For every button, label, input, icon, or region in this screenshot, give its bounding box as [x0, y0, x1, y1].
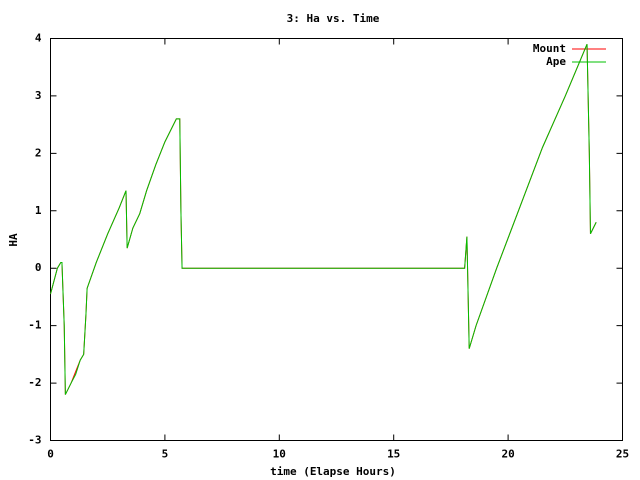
y-tick-label: -2	[28, 376, 41, 389]
y-tick-label: -1	[28, 319, 42, 332]
legend-label: Ape	[546, 55, 566, 68]
legend-label: Mount	[533, 42, 566, 55]
y-tick-label: 2	[35, 146, 42, 159]
x-tick-label: 0	[47, 448, 54, 461]
y-tick-label: 4	[35, 32, 42, 45]
x-tick-label: 20	[501, 448, 514, 461]
x-tick-label: 15	[387, 448, 400, 461]
x-tick-label: 5	[162, 448, 169, 461]
x-tick-label: 10	[273, 448, 286, 461]
x-axis-label: time (Elapse Hours)	[270, 465, 396, 478]
plot-frame	[50, 38, 623, 441]
x-tick-label: 25	[616, 448, 629, 461]
chart-title: 3: Ha vs. Time	[287, 12, 380, 25]
y-tick-label: 1	[35, 204, 42, 217]
y-tick-label: 0	[35, 261, 42, 274]
series-line	[50, 44, 597, 395]
y-tick-label: -3	[28, 434, 41, 447]
y-axis-label: HA	[7, 233, 20, 247]
y-tick-label: 3	[35, 89, 42, 102]
